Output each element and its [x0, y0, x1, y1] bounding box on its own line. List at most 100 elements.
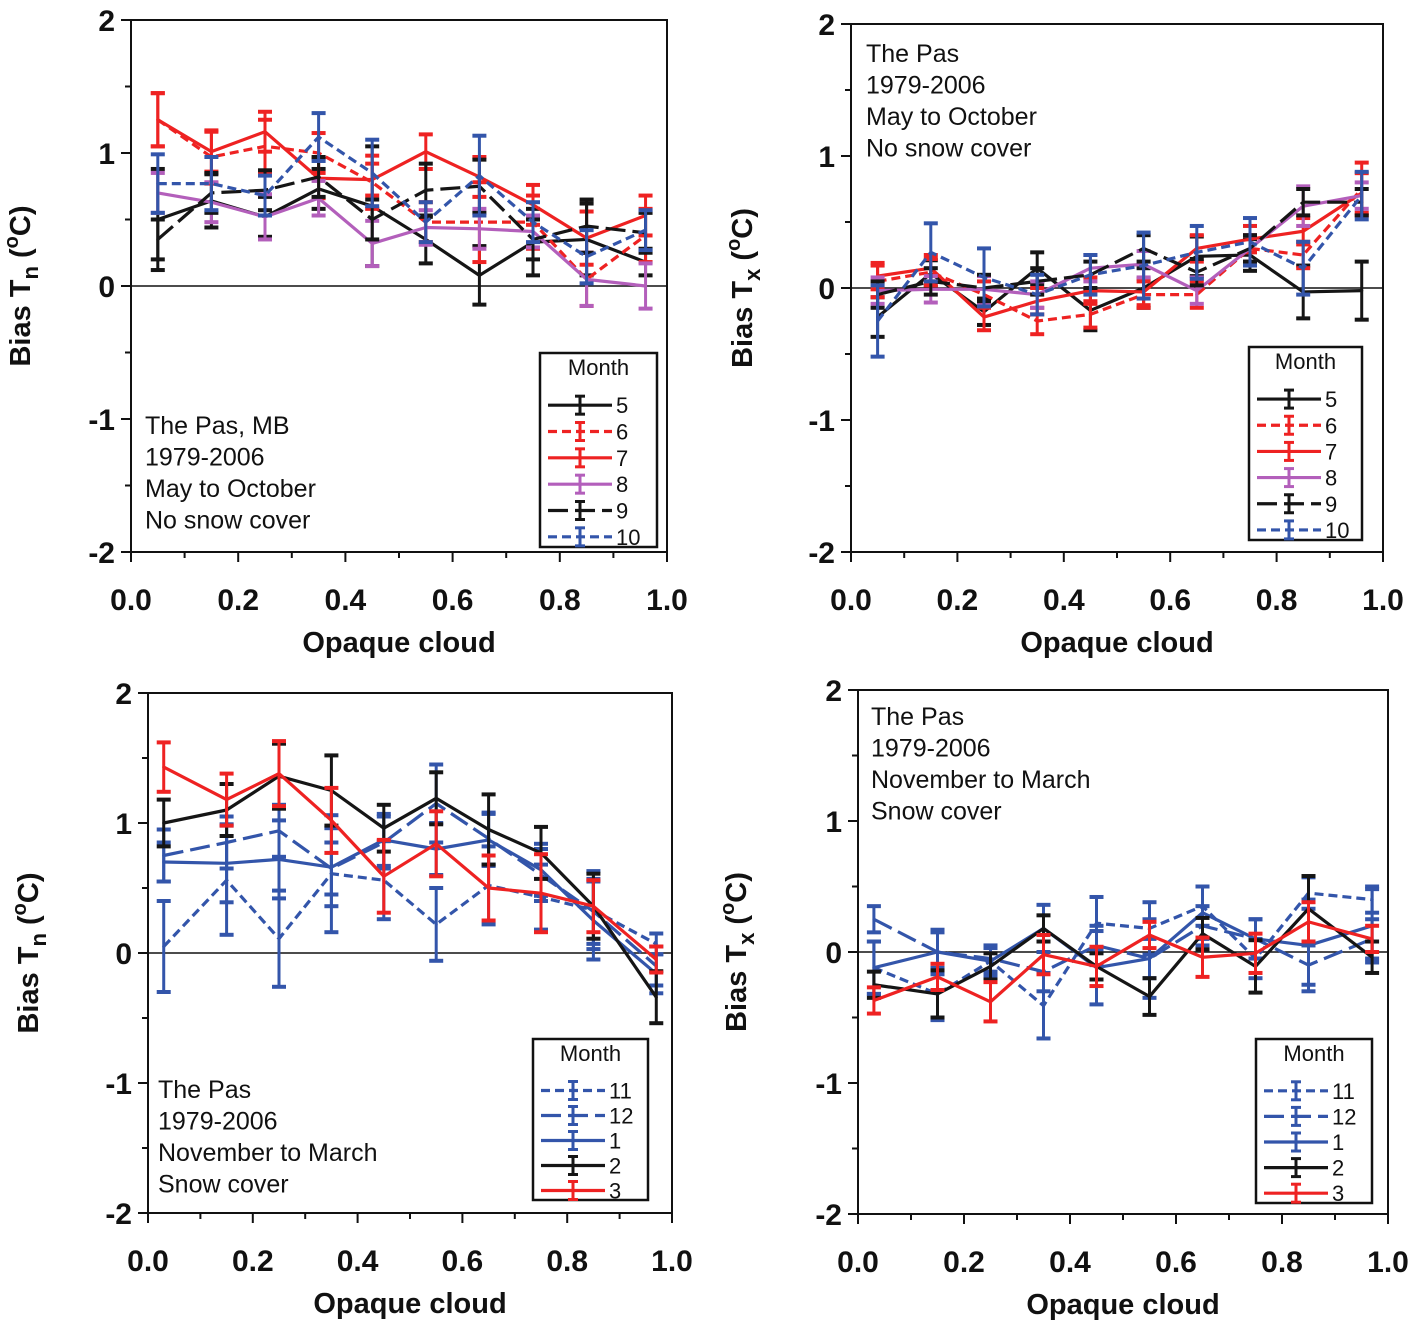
x-tick-label: 0.8 — [1261, 1246, 1303, 1279]
error-bar — [219, 771, 234, 828]
error-bar — [866, 985, 881, 1016]
data-point — [162, 860, 166, 864]
y-axis-title-close: C) — [5, 205, 37, 236]
data-point — [1360, 194, 1364, 198]
y-tick-label: 2 — [818, 9, 835, 42]
x-tick-label: 0.2 — [217, 584, 259, 617]
data-point — [1201, 955, 1204, 959]
x-tick-label: 0.4 — [1043, 584, 1085, 617]
legend-title: Month — [560, 1041, 621, 1066]
data-point — [654, 958, 658, 961]
annotation-line: The Pas — [871, 703, 964, 731]
x-tick-label: 0.8 — [1256, 584, 1298, 617]
data-point — [982, 315, 986, 319]
legend-box — [531, 1037, 650, 1202]
legend-label: 8 — [616, 472, 628, 497]
legend-label: 3 — [609, 1179, 621, 1204]
data-point — [989, 1000, 992, 1004]
error-bar — [1142, 976, 1157, 1017]
legend-label: 3 — [1332, 1181, 1344, 1206]
data-point — [982, 275, 986, 279]
series-month-8 — [870, 180, 1369, 310]
error-bar — [156, 740, 171, 794]
legend-item: 6 — [548, 420, 628, 445]
x-tick-label: 1.0 — [1367, 1246, 1409, 1279]
y-tick-label: -2 — [808, 537, 835, 570]
series-line — [877, 194, 1363, 297]
data-point — [1042, 1004, 1045, 1008]
error-bar — [472, 133, 487, 218]
data-point — [929, 250, 933, 254]
error-bar — [311, 111, 326, 163]
y-axis-title-close: C) — [13, 872, 45, 903]
x-tick-label: 0.8 — [539, 584, 581, 617]
error-bar — [930, 961, 945, 992]
data-point — [644, 284, 648, 288]
data-point — [1307, 920, 1310, 924]
legend-title: Month — [568, 355, 629, 380]
annotation-line: May to October — [866, 103, 1037, 131]
data-point — [1035, 319, 1039, 323]
error-bar — [204, 154, 219, 213]
legend-label: 10 — [1325, 518, 1349, 543]
error-bar — [150, 152, 165, 215]
error-bar — [1036, 932, 1051, 977]
x-tick-label: 0.4 — [337, 1245, 379, 1278]
legend-item: 1 — [541, 1129, 621, 1154]
data-point — [209, 150, 213, 154]
error-bar — [272, 888, 286, 989]
error-bar — [1354, 259, 1369, 322]
y-axis-title-sup: o — [717, 903, 739, 915]
data-point — [225, 861, 229, 865]
data-point — [277, 857, 281, 861]
legend-item: 8 — [1257, 466, 1337, 491]
error-bar — [272, 739, 286, 809]
error-bar — [586, 878, 601, 935]
legend-item: 8 — [548, 472, 628, 497]
data-point — [329, 818, 333, 822]
data-point — [209, 182, 213, 186]
legend-label: 2 — [1332, 1156, 1344, 1181]
legend-item: 7 — [548, 446, 628, 471]
x-tick-label: 1.0 — [1362, 584, 1404, 617]
annotation-line: November to March — [158, 1139, 378, 1167]
y-axis-title: Bias Tx (oC) — [717, 872, 759, 1032]
legend-label: 11 — [609, 1079, 632, 1104]
error-bar — [1083, 253, 1098, 297]
legend-item: 5 — [1257, 387, 1337, 412]
data-point — [1201, 932, 1204, 936]
series-line — [156, 118, 647, 240]
series-line — [873, 920, 1373, 1004]
series-line — [877, 200, 1362, 297]
error-bar — [150, 91, 165, 149]
data-point — [1095, 964, 1098, 968]
error-bar — [638, 261, 653, 311]
data-point — [434, 922, 438, 926]
series-month-10 — [150, 111, 653, 286]
data-point — [1148, 933, 1151, 937]
series-line — [162, 872, 658, 948]
annotation-line: 1979-2006 — [866, 72, 986, 100]
error-bar — [1354, 169, 1369, 222]
legend-label: 6 — [1325, 413, 1337, 438]
data-point — [156, 118, 160, 122]
series-line — [157, 135, 647, 259]
y-tick-label: -1 — [815, 1068, 842, 1101]
legend-box — [1254, 1037, 1374, 1205]
data-point — [487, 886, 491, 890]
data-point — [876, 319, 880, 323]
x-tick-label: 0.2 — [943, 1246, 985, 1279]
series-line — [163, 774, 658, 999]
data-point — [477, 227, 481, 231]
series-line — [877, 191, 1363, 319]
data-point — [1301, 200, 1305, 204]
legend-label: 9 — [616, 499, 628, 524]
data-point — [1301, 229, 1305, 233]
data-point — [277, 772, 281, 776]
legend-item: 1 — [1264, 1130, 1344, 1155]
